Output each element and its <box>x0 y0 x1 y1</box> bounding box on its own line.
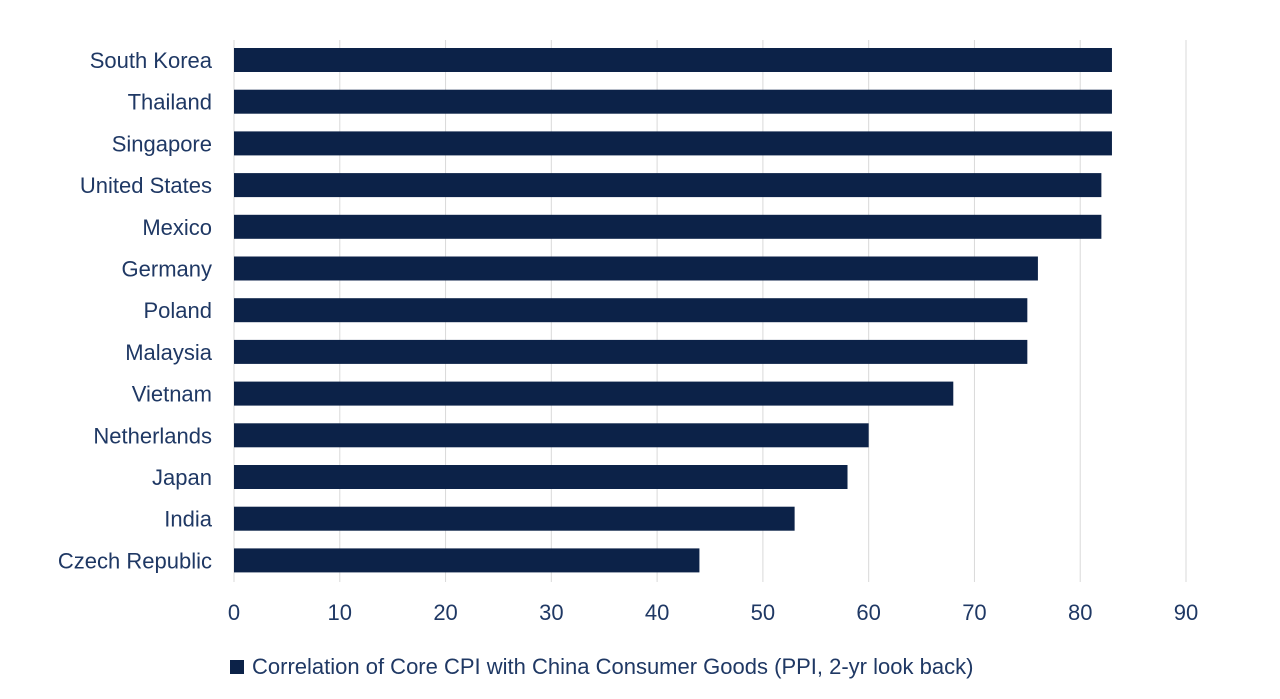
bar-japan <box>234 465 848 489</box>
category-label: Mexico <box>142 215 212 240</box>
bar-mexico <box>234 214 1102 239</box>
bar-india <box>234 506 795 531</box>
x-tick-label: 40 <box>645 600 669 625</box>
category-label: Netherlands <box>93 423 212 448</box>
bar-south-korea <box>234 48 1112 72</box>
category-label: Germany <box>122 257 212 282</box>
x-axis-tick-labels: 0 10 20 30 40 50 60 70 80 90 <box>228 600 1198 625</box>
bar-vietnam <box>234 381 954 406</box>
bar-singapore <box>234 131 1112 156</box>
x-tick-label: 20 <box>433 600 457 625</box>
bar-netherlands <box>234 423 869 448</box>
bar-chart: South Korea Thailand Singapore United State… <box>58 40 1198 625</box>
x-tick-label: 50 <box>751 600 775 625</box>
category-label: Poland <box>143 298 212 323</box>
category-label: Malaysia <box>125 340 213 365</box>
category-label: India <box>164 507 212 532</box>
x-tick-label: 10 <box>328 600 352 625</box>
x-tick-label: 60 <box>856 600 880 625</box>
x-tick-label: 0 <box>228 600 240 625</box>
category-label: Singapore <box>112 131 212 156</box>
category-label: Czech Republic <box>58 548 212 573</box>
category-label: Vietnam <box>132 382 212 407</box>
bar-malaysia <box>234 339 1028 364</box>
x-tick-label: 90 <box>1174 600 1198 625</box>
category-label: Thailand <box>128 90 212 115</box>
bar-united-states <box>234 173 1102 198</box>
x-tick-label: 70 <box>962 600 986 625</box>
x-tick-label: 30 <box>539 600 563 625</box>
legend-label: Correlation of Core CPI with China Consu… <box>252 654 974 679</box>
x-tick-label: 80 <box>1068 600 1092 625</box>
category-label: United States <box>80 173 212 198</box>
bar-germany <box>234 256 1038 281</box>
legend-swatch <box>230 660 244 674</box>
category-label: South Korea <box>90 48 213 73</box>
bars <box>234 48 1112 573</box>
bar-czech-republic <box>234 548 700 573</box>
legend: Correlation of Core CPI with China Consu… <box>230 654 973 680</box>
category-labels: South Korea Thailand Singapore United State… <box>58 48 213 573</box>
bar-poland <box>234 298 1028 323</box>
bar-thailand <box>234 89 1112 114</box>
category-label: Japan <box>152 465 212 490</box>
